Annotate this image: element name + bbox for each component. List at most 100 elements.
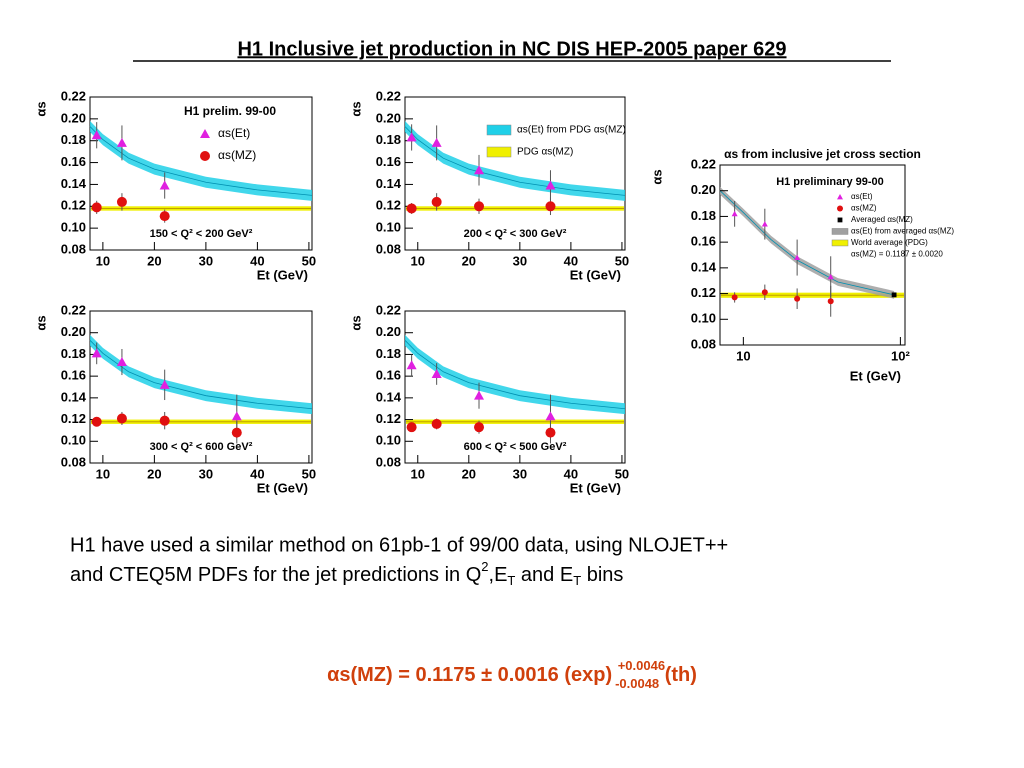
sub: T [507, 573, 515, 588]
legend-item [837, 193, 843, 200]
region-label: 600 < Q² < 500 GeV² [464, 441, 567, 453]
point-group [474, 422, 485, 433]
y-tick-label: 0.12 [376, 198, 401, 213]
x-tick-label: 20 [147, 253, 161, 268]
curve-band [720, 186, 895, 299]
point [474, 165, 485, 175]
y-tick-label: 0.14 [61, 389, 87, 404]
y-tick-label: 0.08 [376, 454, 401, 469]
point [406, 203, 417, 214]
point [761, 221, 768, 227]
x-tick-label: 40 [564, 466, 578, 481]
point-group [159, 180, 170, 190]
point [116, 137, 127, 147]
chart-title: αs from inclusive jet cross section [724, 147, 921, 161]
point-group [827, 273, 834, 280]
x-tick-label: 40 [250, 253, 264, 268]
point-group [545, 427, 556, 438]
point [91, 130, 102, 140]
text: αs(MZ) = 0.1175 ± 0.0016 (exp) [327, 664, 618, 686]
region-label: 200 < Q² < 300 GeV² [464, 228, 567, 240]
legend-label: Averaged αs(MZ) [851, 215, 913, 224]
point-group [116, 357, 127, 367]
x-axis-label: Et (GeV) [850, 368, 901, 383]
x-tick-label: 40 [564, 253, 578, 268]
point-group [794, 295, 801, 302]
legend-label: αs(MZ) = 0.1187 ± 0.0020 [851, 250, 943, 259]
point-group [761, 289, 768, 296]
point-group [545, 411, 556, 421]
legend-item [200, 129, 210, 138]
curve-line [89, 340, 313, 410]
legend-swatch [486, 124, 512, 136]
region-label: 300 < Q² < 600 GeV² [150, 441, 253, 453]
y-tick-label: 0.22 [376, 88, 401, 103]
body-line: and CTEQ5M PDFs for the jet predictions … [70, 559, 623, 588]
point [837, 193, 843, 200]
point [761, 289, 768, 296]
curve-line [89, 126, 313, 196]
point-group [159, 379, 170, 389]
legend-title: H1 preliminary 99-00 [776, 176, 884, 188]
point [116, 196, 127, 207]
legend-label: αs(Et) from PDG αs(MZ) [517, 125, 626, 136]
y-tick-label: 0.16 [376, 154, 401, 169]
y-axis-label: αs [649, 169, 664, 184]
point-group [431, 418, 442, 429]
x-tick-label: 30 [513, 253, 527, 268]
y-tick-label: 0.14 [376, 389, 402, 404]
point [406, 422, 417, 433]
legend-swatch [831, 239, 849, 247]
point-group [91, 348, 102, 358]
point-group [231, 427, 242, 438]
y-tick-label: 0.20 [376, 110, 401, 125]
point-group [891, 292, 897, 298]
y-axis-label: αs [348, 315, 363, 330]
y-tick-label: 0.22 [61, 88, 86, 103]
x-tick-label: 10 [736, 348, 750, 363]
y-tick-label: 0.16 [376, 368, 401, 383]
x-axis-label: Et (GeV) [257, 267, 308, 282]
y-tick-label: 0.16 [61, 368, 86, 383]
sup: 2 [481, 559, 488, 574]
point [474, 422, 485, 433]
y-tick-label: 0.22 [691, 156, 716, 171]
y-axis-label: αs [348, 101, 363, 116]
point [91, 348, 102, 358]
point [91, 416, 102, 427]
y-tick-label: 0.10 [691, 311, 716, 326]
legend-item [200, 151, 210, 161]
y-tick-label: 0.12 [61, 198, 86, 213]
point [431, 137, 442, 147]
point-group [431, 368, 442, 378]
y-tick-label: 0.16 [691, 234, 716, 249]
y-tick-label: 0.20 [61, 324, 86, 339]
legend-label: World average (PDG) [851, 238, 928, 247]
y-tick-label: 0.20 [376, 324, 401, 339]
legend-item [837, 205, 843, 212]
point-group [474, 165, 485, 175]
slide-title: H1 Inclusive jet production in NC DIS HE… [237, 38, 786, 60]
formula: αs(MZ) = 0.1175 ± 0.0016 (exp) +0.0046 -0… [327, 658, 697, 691]
curve-line [404, 340, 626, 410]
x-tick-label: 10 [411, 253, 425, 268]
x-tick-label: 30 [513, 466, 527, 481]
point-group [731, 294, 738, 301]
point [200, 151, 210, 161]
point [794, 254, 801, 260]
point [231, 411, 242, 421]
point-group [431, 137, 442, 147]
point [731, 294, 738, 301]
point [545, 427, 556, 438]
y-tick-label: 0.10 [61, 433, 86, 448]
legend-item [837, 217, 843, 223]
point-group [231, 411, 242, 421]
point [406, 360, 417, 370]
x-tick-label: 10 [96, 253, 110, 268]
point-group [116, 413, 127, 424]
point [200, 129, 210, 138]
point-group [545, 180, 556, 190]
x-tick-label: 40 [250, 466, 264, 481]
sup: +0.0046 [618, 658, 665, 673]
point-group [91, 130, 102, 140]
